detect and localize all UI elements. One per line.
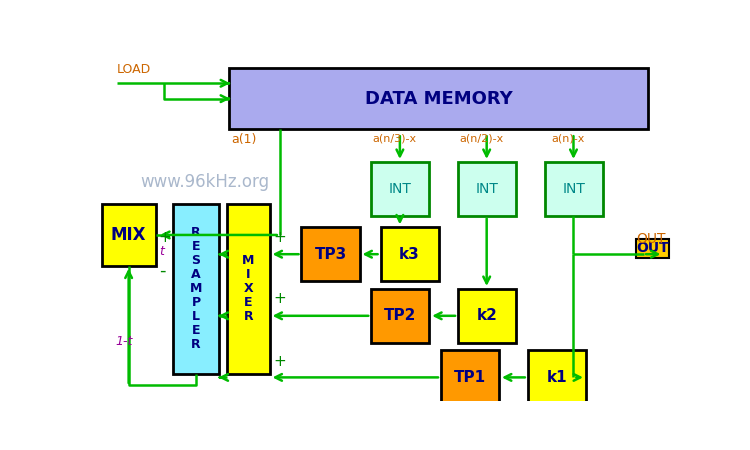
- Bar: [230, 68, 648, 130]
- Text: +: +: [274, 291, 286, 306]
- Text: TP3: TP3: [314, 247, 346, 262]
- Bar: [528, 351, 586, 405]
- Text: INT: INT: [388, 182, 412, 196]
- Text: a(1): a(1): [232, 133, 257, 146]
- Text: k2: k2: [477, 308, 497, 323]
- Text: www.96kHz.org: www.96kHz.org: [140, 173, 269, 191]
- Text: TP2: TP2: [384, 308, 416, 323]
- Text: k3: k3: [399, 247, 420, 262]
- Bar: [544, 162, 603, 216]
- Text: M
I
X
E
R: M I X E R: [242, 254, 254, 324]
- Bar: [636, 239, 669, 258]
- Text: +: +: [274, 354, 286, 369]
- Text: LOAD: LOAD: [117, 63, 152, 76]
- Text: t: t: [159, 245, 164, 258]
- Text: INT: INT: [476, 182, 499, 196]
- Bar: [371, 162, 429, 216]
- Text: +: +: [274, 230, 286, 244]
- Bar: [458, 162, 516, 216]
- Text: INT: INT: [562, 182, 585, 196]
- Bar: [458, 289, 516, 343]
- Text: OUT: OUT: [636, 232, 666, 246]
- Bar: [302, 227, 359, 281]
- Text: OUT: OUT: [636, 241, 669, 255]
- Text: MIX: MIX: [111, 226, 146, 244]
- Text: R
E
S
A
M
P
L
E
R: R E S A M P L E R: [190, 226, 202, 351]
- Bar: [441, 351, 499, 405]
- Text: -: -: [159, 262, 165, 280]
- Text: a(n/3)-x: a(n/3)-x: [373, 133, 417, 143]
- Bar: [371, 289, 429, 343]
- Bar: [172, 204, 219, 374]
- Text: +: +: [159, 230, 172, 244]
- Bar: [380, 227, 439, 281]
- Text: 1-t: 1-t: [116, 335, 133, 348]
- Bar: [227, 204, 270, 374]
- Bar: [101, 204, 156, 266]
- Text: a(n)-x: a(n)-x: [551, 133, 584, 143]
- Text: k1: k1: [547, 370, 567, 385]
- Text: TP1: TP1: [454, 370, 486, 385]
- Text: a(n/2)-x: a(n/2)-x: [460, 133, 504, 143]
- Text: DATA MEMORY: DATA MEMORY: [364, 90, 512, 108]
